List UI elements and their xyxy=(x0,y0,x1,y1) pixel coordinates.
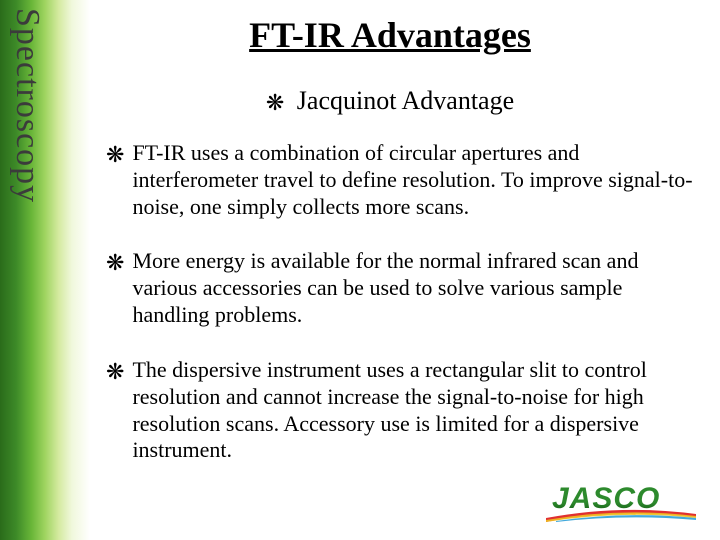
subtitle-row: ❋ Jacquinot Advantage xyxy=(0,86,720,116)
list-item: ❋ FT-IR uses a combination of circular a… xyxy=(106,140,696,220)
list-item: ❋ More energy is available for the norma… xyxy=(106,248,696,328)
bullet-text: More energy is available for the normal … xyxy=(132,248,696,328)
bullet-text: The dispersive instrument uses a rectang… xyxy=(132,357,696,464)
content-area: ❋ FT-IR uses a combination of circular a… xyxy=(106,140,696,492)
asterisk-icon: ❋ xyxy=(106,250,124,277)
asterisk-icon: ❋ xyxy=(106,142,124,169)
asterisk-icon: ❋ xyxy=(266,90,284,116)
list-item: ❋ The dispersive instrument uses a recta… xyxy=(106,357,696,464)
subtitle-text: Jacquinot Advantage xyxy=(297,86,514,115)
logo-swoosh-icon xyxy=(546,508,696,522)
asterisk-icon: ❋ xyxy=(106,359,124,386)
jasco-logo: JASCO xyxy=(552,482,692,526)
bullet-text: FT-IR uses a combination of circular ape… xyxy=(132,140,696,220)
page-title: FT-IR Advantages xyxy=(0,14,720,56)
